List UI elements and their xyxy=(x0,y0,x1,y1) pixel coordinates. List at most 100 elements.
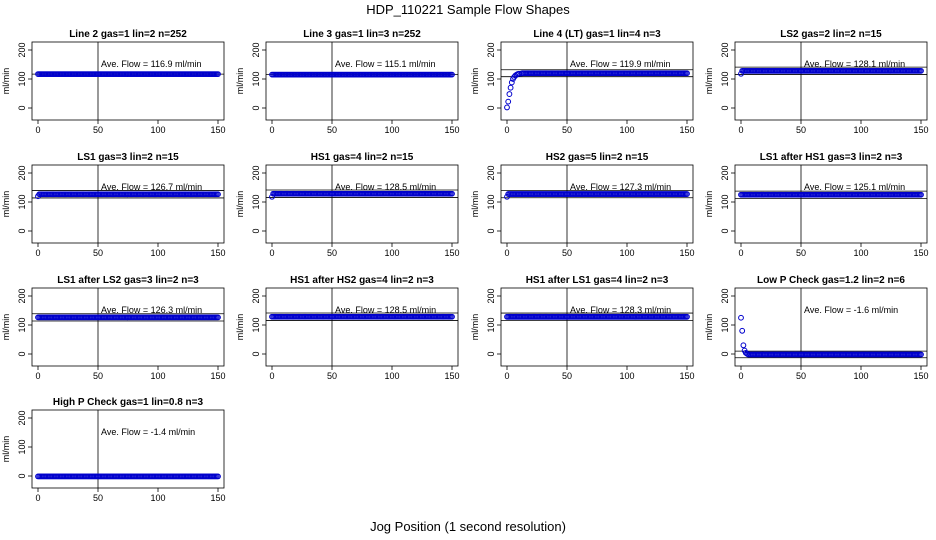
x-tick-label: 0 xyxy=(35,371,40,381)
x-tick-label: 150 xyxy=(210,493,225,503)
plot-frame xyxy=(500,41,694,121)
data-point xyxy=(738,314,744,321)
y-tick-label: 200 xyxy=(486,288,496,303)
x-tick-label: 0 xyxy=(35,125,40,135)
panel-5: LS1 gas=3 lin=2 n=15 ml/min 0 100 200 0 50 100 1… xyxy=(1,152,226,258)
x-tick-label: 150 xyxy=(913,125,928,135)
panel-title: HS2 gas=5 lin=2 n=15 xyxy=(546,152,649,163)
panel-11: HS1 after LS1 gas=4 lin=2 n=3 ml/min 0 100 2… xyxy=(470,275,695,381)
data-point xyxy=(507,84,514,91)
x-tick-label: 150 xyxy=(913,371,928,381)
plot-frame xyxy=(31,41,225,121)
plot-frame xyxy=(265,164,459,244)
data-point xyxy=(918,67,924,74)
panel-12: Low P Check gas=1.2 lin=2 n=6 ml/min 0 100 2… xyxy=(704,275,929,381)
x-tick-label: 100 xyxy=(853,248,868,258)
panel-3: Line 4 (LT) gas=1 lin=4 n=3 ml/min 0 100 200… xyxy=(470,29,695,135)
data-point xyxy=(508,79,515,86)
y-tick-label: 0 xyxy=(251,105,261,110)
y-tick-label: 0 xyxy=(251,228,261,233)
plot-frame xyxy=(31,287,225,367)
x-tick-label: 150 xyxy=(679,371,694,381)
y-axis-label: ml/min xyxy=(470,191,480,218)
panel-title: HS1 after HS2 gas=4 lin=2 n=3 xyxy=(290,275,434,286)
y-tick-label: 0 xyxy=(251,351,261,356)
average-flow-label: Ave. Flow = 128.5 ml/min xyxy=(335,305,436,315)
x-tick-label: 50 xyxy=(93,371,103,381)
panel-title: LS1 after HS1 gas=3 lin=2 n=3 xyxy=(760,152,903,163)
y-axis-label: ml/min xyxy=(704,191,714,218)
x-tick-label: 0 xyxy=(269,248,274,258)
x-tick-label: 0 xyxy=(504,125,509,135)
y-tick-label: 100 xyxy=(720,71,730,86)
y-tick-label: 200 xyxy=(720,42,730,57)
average-flow-label: Ave. Flow = 125.1 ml/min xyxy=(804,182,905,192)
y-axis-label: ml/min xyxy=(235,191,245,218)
plot-frame xyxy=(265,287,459,367)
data-point xyxy=(215,473,221,480)
x-tick-label: 0 xyxy=(35,248,40,258)
x-tick-label: 0 xyxy=(738,371,743,381)
y-axis-label: ml/min xyxy=(704,68,714,95)
panel-title: HS1 gas=4 lin=2 n=15 xyxy=(311,152,414,163)
y-tick-label: 200 xyxy=(251,42,261,57)
y-tick-label: 200 xyxy=(251,165,261,180)
x-tick-label: 150 xyxy=(444,248,459,258)
y-tick-label: 100 xyxy=(486,317,496,332)
x-tick-label: 50 xyxy=(562,371,572,381)
data-point xyxy=(449,190,455,197)
average-flow-label: Ave. Flow = 119.9 ml/min xyxy=(570,59,670,69)
y-axis-label: ml/min xyxy=(1,436,11,463)
x-tick-label: 100 xyxy=(384,371,399,381)
data-point xyxy=(449,71,455,78)
plot-frame xyxy=(265,41,459,121)
data-point xyxy=(684,70,690,77)
y-tick-label: 100 xyxy=(251,317,261,332)
panel-9: LS1 after LS2 gas=3 lin=2 n=3 ml/min 0 100 2… xyxy=(1,275,226,381)
y-tick-label: 100 xyxy=(251,71,261,86)
data-point xyxy=(215,191,221,198)
plot-frame xyxy=(734,164,928,244)
x-tick-label: 150 xyxy=(210,248,225,258)
panel-title: Line 2 gas=1 lin=2 n=252 xyxy=(69,29,187,40)
y-tick-label: 0 xyxy=(17,105,27,110)
y-axis-label: ml/min xyxy=(1,314,11,341)
x-tick-label: 100 xyxy=(150,125,165,135)
panel-13: High P Check gas=1 lin=0.8 n=3 ml/min 0 100… xyxy=(1,397,226,503)
average-flow-label: Ave. Flow = 128.5 ml/min xyxy=(335,182,436,192)
y-tick-label: 0 xyxy=(17,473,27,478)
panel-title: Line 3 gas=1 lin=3 n=252 xyxy=(303,29,421,40)
y-tick-label: 200 xyxy=(17,42,27,57)
data-point xyxy=(506,91,513,97)
x-tick-label: 50 xyxy=(562,248,572,258)
y-axis-label: ml/min xyxy=(235,314,245,341)
y-tick-label: 100 xyxy=(251,194,261,209)
plot-frame xyxy=(734,41,928,121)
y-axis-label: ml/min xyxy=(235,68,245,95)
y-tick-label: 0 xyxy=(720,105,730,110)
average-flow-label: Ave. Flow = -1.6 ml/min xyxy=(804,305,898,315)
x-tick-label: 100 xyxy=(853,371,868,381)
x-tick-label: 150 xyxy=(444,125,459,135)
average-flow-label: Ave. Flow = 126.7 ml/min xyxy=(101,182,202,192)
x-tick-label: 0 xyxy=(738,125,743,135)
x-tick-label: 100 xyxy=(384,248,399,258)
plot-frame xyxy=(31,409,225,489)
y-tick-label: 0 xyxy=(720,351,730,356)
data-point xyxy=(215,314,221,321)
y-tick-label: 200 xyxy=(17,165,27,180)
y-tick-label: 100 xyxy=(17,317,27,332)
x-tick-label: 150 xyxy=(210,125,225,135)
y-tick-label: 100 xyxy=(17,439,27,454)
x-tick-label: 0 xyxy=(269,371,274,381)
y-tick-label: 200 xyxy=(17,288,27,303)
y-tick-label: 0 xyxy=(486,105,496,110)
y-tick-label: 0 xyxy=(17,351,27,356)
y-tick-label: 200 xyxy=(720,288,730,303)
x-tick-label: 150 xyxy=(444,371,459,381)
y-tick-label: 100 xyxy=(486,194,496,209)
y-tick-label: 100 xyxy=(17,194,27,209)
x-tick-label: 50 xyxy=(327,248,337,258)
x-tick-label: 50 xyxy=(796,371,806,381)
